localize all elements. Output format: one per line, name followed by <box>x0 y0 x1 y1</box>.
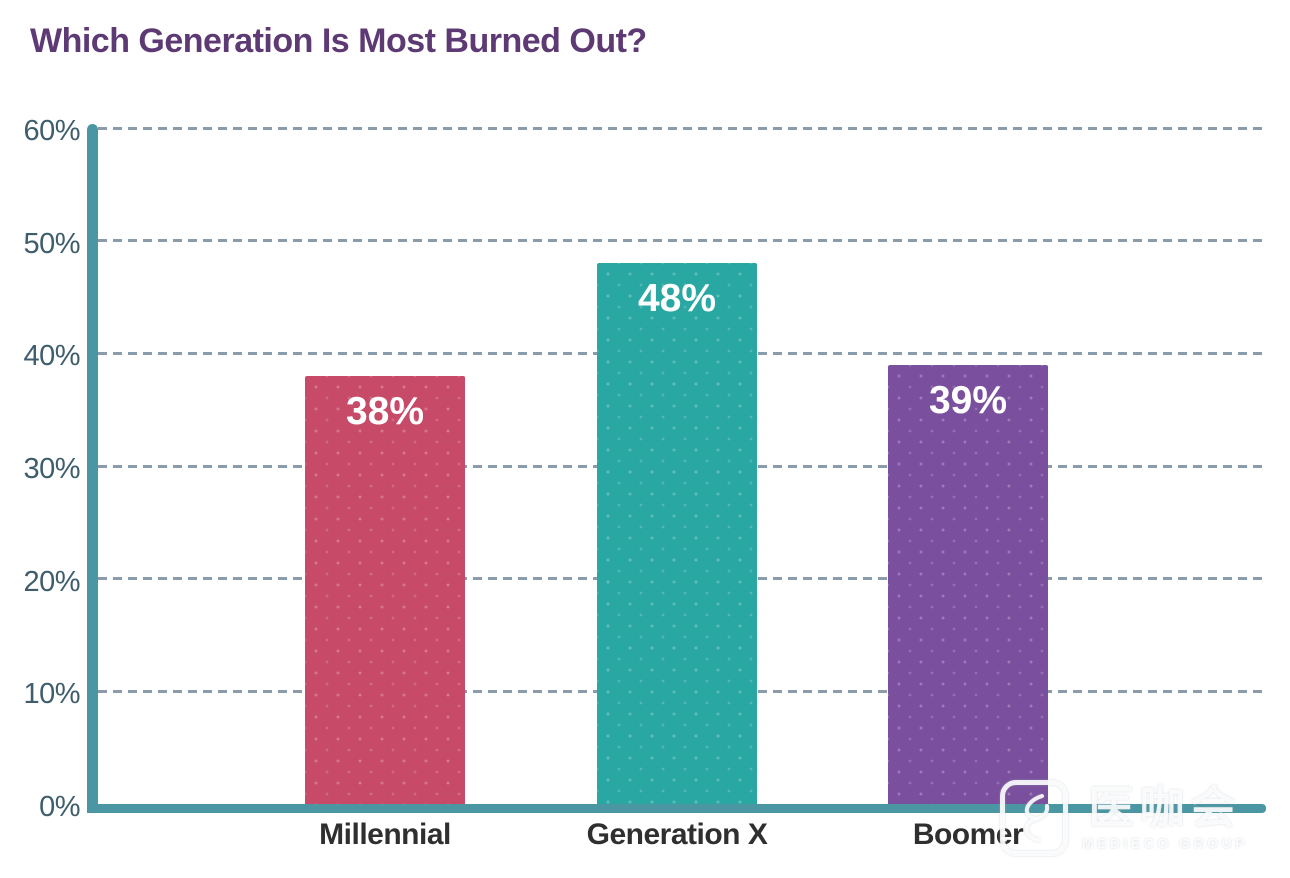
x-axis-line <box>87 804 1266 813</box>
x-tick-label: Generation X <box>586 818 768 851</box>
bar-millennial <box>305 375 465 804</box>
bar-value-label: 39% <box>928 378 1008 422</box>
y-axis-line <box>87 124 98 813</box>
y-tick-label: 30% <box>23 453 80 485</box>
y-tick-label: 10% <box>23 678 80 711</box>
y-tick-label: 40% <box>23 340 80 373</box>
chart-title: Which Generation Is Most Burned Out? <box>30 22 647 60</box>
y-tick-label: 50% <box>23 227 80 260</box>
y-tick-label: 0% <box>39 791 80 823</box>
gridline-60 <box>98 126 1266 130</box>
y-tick-label: 60% <box>23 115 80 147</box>
bar-generation-x <box>597 263 757 804</box>
bar-boomer <box>888 364 1048 804</box>
y-tick-label: 20% <box>23 565 80 598</box>
gridline-50 <box>98 239 1266 243</box>
x-tick-label: Millennial <box>319 818 451 851</box>
x-tick-label: Boomer <box>912 818 1024 851</box>
bar-value-label: 48% <box>637 277 717 321</box>
bar-value-label: 38% <box>345 389 425 433</box>
